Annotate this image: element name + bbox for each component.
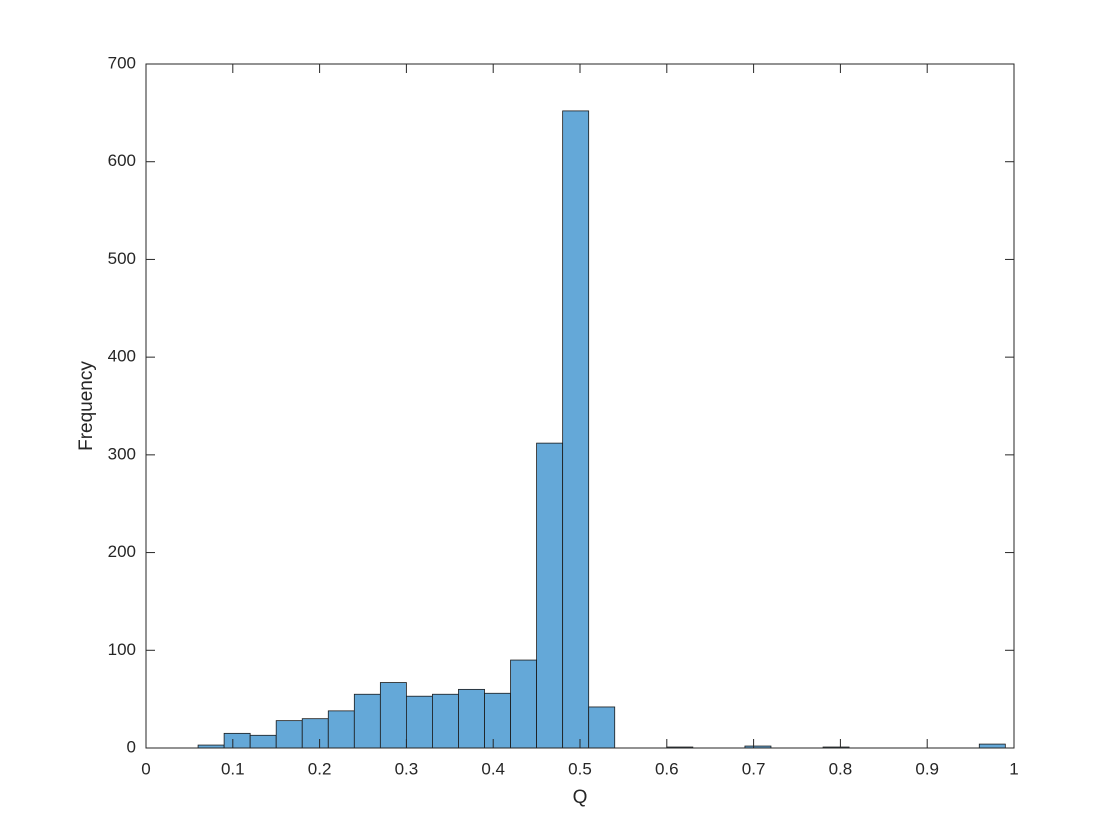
bar bbox=[379, 682, 407, 749]
x-tick-label: 0.1 bbox=[221, 759, 245, 778]
x-tick-label: 0.4 bbox=[481, 759, 505, 778]
y-tick-label: 700 bbox=[108, 53, 136, 72]
x-tick-label: 0.9 bbox=[915, 759, 939, 778]
bar bbox=[353, 693, 381, 749]
bar bbox=[405, 695, 433, 749]
x-tick-label: 0 bbox=[141, 759, 150, 778]
y-tick-label: 600 bbox=[108, 151, 136, 170]
x-axis-label: Q bbox=[573, 787, 588, 808]
bar bbox=[249, 734, 277, 749]
y-axis-label: Frequency bbox=[76, 361, 97, 451]
bar bbox=[327, 710, 355, 749]
y-tick-label: 0 bbox=[127, 737, 136, 756]
x-tick-label: 0.8 bbox=[829, 759, 853, 778]
y-tick-label: 100 bbox=[108, 640, 136, 659]
x-tick-label: 0.3 bbox=[395, 759, 419, 778]
bar bbox=[510, 659, 537, 749]
x-tick-label: 0.5 bbox=[568, 759, 592, 778]
x-tick-label: 0.2 bbox=[308, 759, 332, 778]
bar bbox=[458, 688, 485, 749]
bar bbox=[588, 706, 616, 749]
x-tick-label: 0.7 bbox=[742, 759, 766, 778]
y-tick-label: 300 bbox=[108, 444, 136, 463]
bar bbox=[562, 110, 590, 749]
bar bbox=[275, 720, 303, 749]
y-tick-label: 400 bbox=[108, 347, 136, 366]
y-tick-label: 500 bbox=[108, 249, 136, 268]
x-tick-label: 1 bbox=[1009, 759, 1018, 778]
bar bbox=[223, 732, 251, 749]
bar bbox=[432, 693, 459, 749]
y-tick-label: 200 bbox=[108, 542, 136, 561]
bar bbox=[301, 718, 329, 749]
bar bbox=[978, 743, 1006, 749]
bar bbox=[536, 442, 564, 749]
bar bbox=[484, 692, 511, 749]
x-tick-label: 0.6 bbox=[655, 759, 679, 778]
